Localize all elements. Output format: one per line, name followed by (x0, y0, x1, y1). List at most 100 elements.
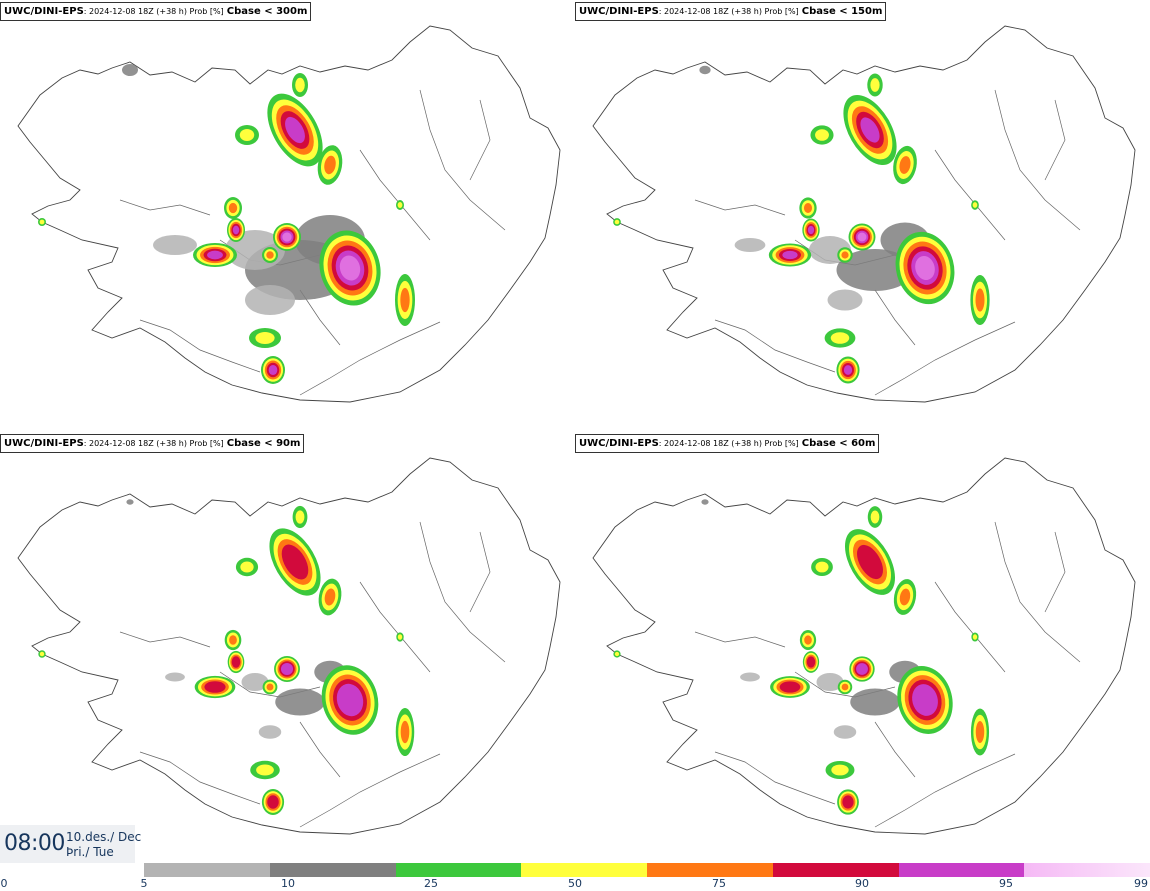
region-boundary (934, 581, 1006, 673)
iceland-map (17, 457, 561, 835)
probability-contour (912, 684, 938, 716)
region-boundary (359, 149, 431, 241)
probability-area-low (275, 688, 325, 716)
region-boundary (874, 321, 1016, 396)
probability-area-low (699, 65, 711, 75)
probability-colorbar (144, 863, 1150, 877)
probability-area-low (165, 672, 185, 682)
panel-title: UWC/DINI-EPS: 2024-12-08 18Z (+38 h) Pro… (575, 434, 880, 453)
panel-cbase-60m: UWC/DINI-EPS: 2024-12-08 18Z (+38 h) Pro… (575, 432, 1150, 862)
probability-contour (856, 663, 868, 675)
probability-contour (282, 232, 292, 242)
probability-contour (336, 683, 364, 717)
valid-date: 10.des./ Dec (66, 830, 142, 844)
probability-contour (803, 203, 813, 213)
probability-contour (614, 219, 620, 225)
coastline (592, 457, 1136, 835)
region-boundary (714, 751, 836, 805)
region-boundary (469, 531, 491, 613)
probability-contour (229, 635, 237, 645)
panel-title: UWC/DINI-EPS: 2024-12-08 18Z (+38 h) Pro… (575, 2, 887, 21)
probability-area-low (245, 285, 295, 315)
probability-contour (782, 250, 798, 260)
probability-contour (280, 662, 294, 676)
probability-contour (857, 544, 883, 580)
panel-title: UWC/DINI-EPS: 2024-12-08 18Z (+38 h) Pro… (0, 2, 312, 21)
probability-area-low (122, 64, 138, 76)
probability-contour (831, 764, 849, 776)
probability-contour (204, 681, 226, 693)
region-boundary (299, 289, 341, 346)
probability-contour (281, 544, 309, 580)
probability-contour (841, 683, 849, 691)
colorbar-tick: 75 (712, 877, 726, 890)
probability-contour (239, 129, 255, 141)
probability-contour (39, 651, 45, 657)
probability-contour (807, 225, 815, 235)
probability-contour (975, 721, 985, 743)
region-boundary (874, 721, 916, 778)
probability-contour (228, 202, 238, 214)
iceland-map (592, 457, 1136, 835)
iceland-map (592, 25, 1136, 403)
probability-contour (841, 251, 849, 259)
colorbar-segment (144, 863, 270, 877)
region-boundary (934, 149, 1006, 241)
probability-contour (39, 219, 45, 225)
region-boundary (299, 321, 441, 396)
probability-contour (400, 287, 410, 313)
region-boundary (359, 581, 431, 673)
colorbar-tick: 50 (568, 877, 582, 890)
iceland-map (17, 25, 561, 403)
probability-contour (975, 288, 985, 312)
probability-contour (268, 364, 278, 376)
colorbar-tick: 90 (855, 877, 869, 890)
region-boundary (299, 753, 441, 828)
region-boundary (419, 89, 506, 231)
colorbar-segment (395, 863, 522, 877)
probability-contour (857, 232, 867, 242)
probability-area-low (701, 499, 709, 505)
probability-contour (267, 795, 279, 809)
probability-contour (815, 561, 829, 573)
region-boundary (119, 199, 211, 216)
probability-contour (255, 332, 275, 344)
region-boundary (714, 319, 836, 373)
probability-contour (614, 651, 620, 657)
probability-contour (843, 365, 853, 375)
probability-area-low (740, 672, 760, 682)
coastline (17, 25, 561, 403)
probability-contour (256, 764, 274, 776)
panel-title: UWC/DINI-EPS: 2024-12-08 18Z (+38 h) Pro… (0, 434, 305, 453)
panel-cbase-150m: UWC/DINI-EPS: 2024-12-08 18Z (+38 h) Pro… (575, 0, 1150, 430)
colorbar-segment (647, 863, 773, 877)
probability-contour (860, 117, 880, 143)
probability-contour (972, 202, 978, 208)
region-boundary (419, 521, 506, 663)
colorbar-segment (772, 863, 899, 877)
probability-area-low (258, 725, 282, 739)
region-boundary (994, 89, 1081, 231)
probability-contour (324, 155, 336, 175)
colorbar-tick: 10 (281, 877, 295, 890)
panel-cbase-90m: UWC/DINI-EPS: 2024-12-08 18Z (+38 h) Pro… (0, 432, 575, 862)
probability-area-low (833, 725, 857, 739)
colorbar-tick: 99 (1134, 877, 1148, 890)
region-boundary (874, 289, 916, 346)
probability-contour (804, 635, 812, 645)
probability-contour (295, 510, 305, 524)
probability-contour (240, 561, 254, 573)
probability-area-low (126, 499, 134, 505)
probability-contour (870, 510, 880, 524)
region-boundary (694, 631, 786, 648)
colorbar-tick: 5 (140, 877, 148, 890)
probability-contour (266, 683, 274, 691)
region-boundary (694, 199, 786, 216)
colorbar-tick: 0 (0, 877, 8, 890)
valid-time: 08:00 (4, 831, 65, 856)
probability-contour (915, 255, 935, 281)
probability-contour (815, 129, 829, 141)
probability-contour (842, 795, 854, 809)
panel-cbase-300m: UWC/DINI-EPS: 2024-12-08 18Z (+38 h) Pro… (0, 0, 575, 430)
probability-contour (899, 156, 911, 174)
